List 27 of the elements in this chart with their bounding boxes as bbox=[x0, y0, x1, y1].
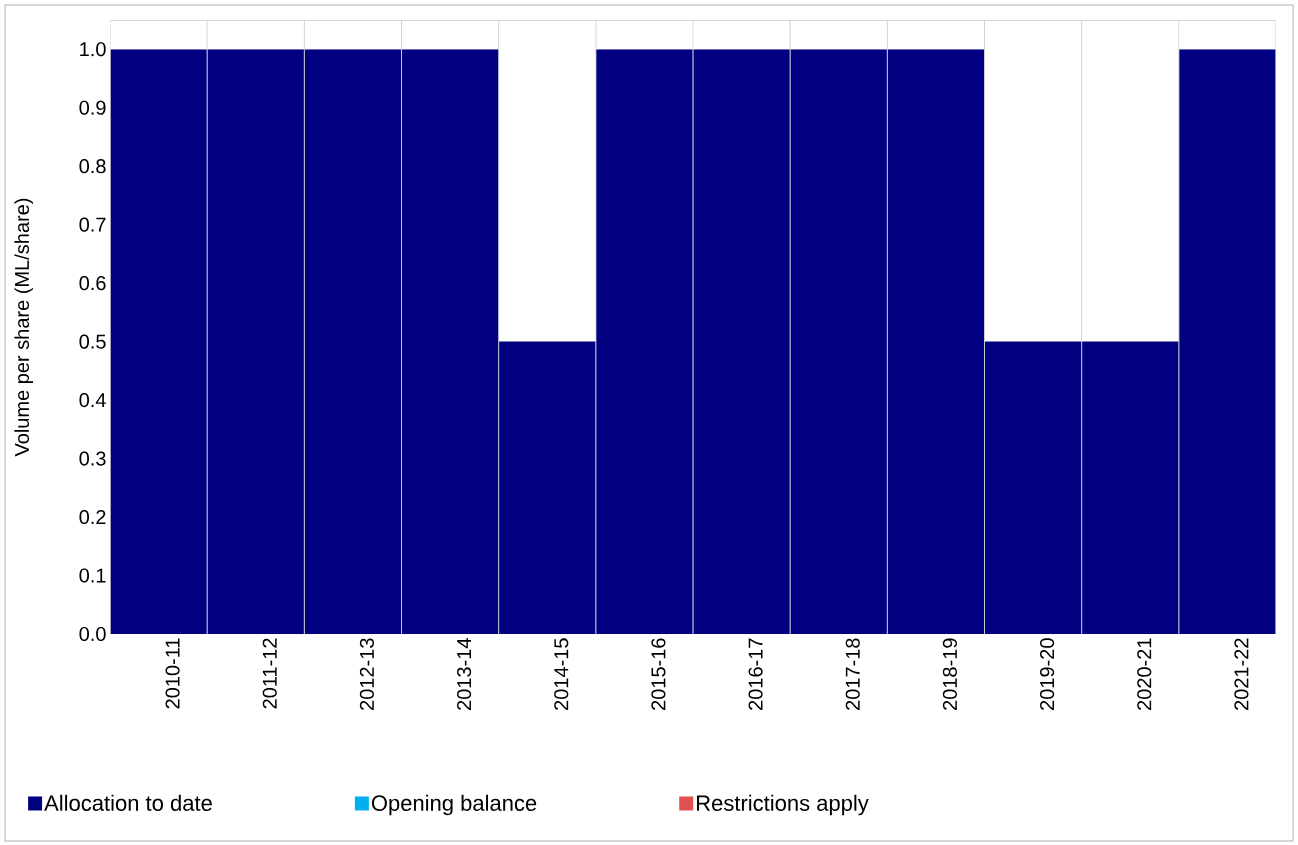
x-tick-label: 2018-19 bbox=[942, 638, 957, 710]
y-tick-label: 0.9 bbox=[79, 100, 106, 115]
y-tick-label: 0.7 bbox=[79, 217, 106, 232]
y-axis-title: Volume per share (ML/share) bbox=[14, 198, 34, 457]
x-tick-label: 2015-16 bbox=[651, 638, 666, 710]
y-tick-label: 0.4 bbox=[79, 393, 106, 408]
y-tick-label: 1.0 bbox=[80, 42, 106, 57]
legend-label: Opening balance bbox=[371, 794, 537, 816]
legend-label: Allocation to date bbox=[44, 794, 212, 811]
y-tick-label: 0.3 bbox=[79, 451, 106, 466]
x-tick-label: 2021-22 bbox=[1234, 638, 1249, 710]
x-tick-label: 2013-14 bbox=[457, 638, 472, 710]
x-tick-label: 2014-15 bbox=[554, 638, 569, 710]
y-tick-label: 0.5 bbox=[79, 334, 106, 349]
x-tick-label: 2011-12 bbox=[262, 638, 277, 709]
y-tick-label: 0.1 bbox=[79, 568, 106, 583]
x-tick-label: 2019-20 bbox=[1040, 638, 1055, 710]
x-tick-label: 2016-17 bbox=[748, 638, 763, 710]
x-tick-label: 2012-13 bbox=[359, 638, 374, 710]
x-tick-label: 2017-18 bbox=[845, 638, 860, 710]
y-tick-label: 0.0 bbox=[79, 626, 106, 642]
y-tick-label: 0.6 bbox=[79, 276, 106, 291]
x-tick-label: 2020-21 bbox=[1137, 638, 1152, 710]
y-tick-label: 0.2 bbox=[79, 509, 106, 525]
x-tick-label: 2010-11 bbox=[165, 638, 180, 709]
y-tick-label: 0.8 bbox=[79, 159, 106, 174]
legend-label: Restrictions apply bbox=[697, 794, 869, 816]
